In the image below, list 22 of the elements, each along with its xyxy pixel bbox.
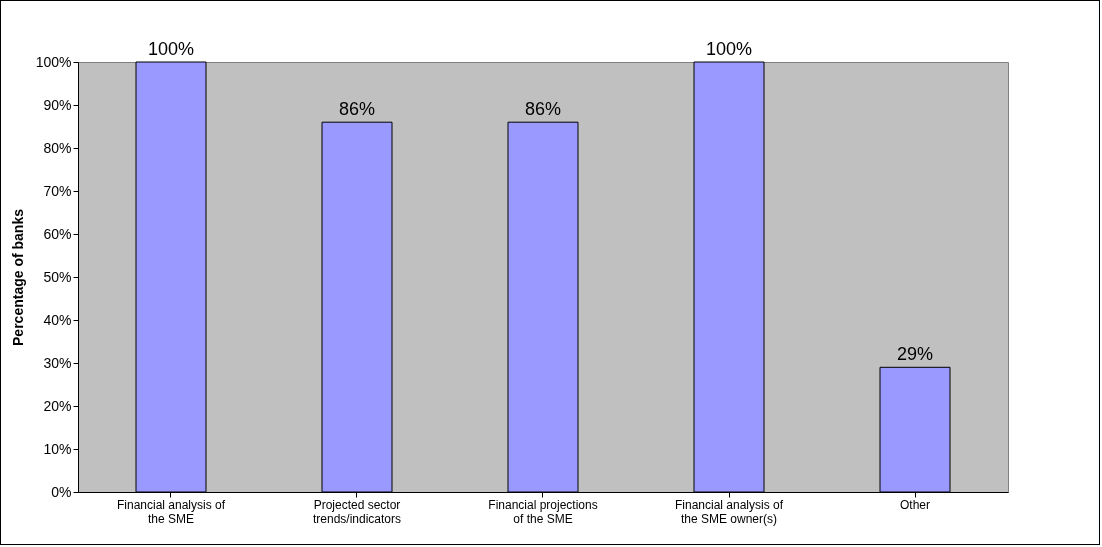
x-tick-label: Financial analysis of the SME — [116, 497, 226, 526]
y-tick-label: 10% — [43, 440, 72, 457]
y-tick-label: 30% — [43, 354, 72, 371]
y-tick-label: 60% — [43, 225, 72, 242]
x-tick-label: Financial analysis of the SME owner(s) — [674, 497, 784, 526]
data-label: 86% — [338, 99, 376, 120]
y-tick-label: 70% — [43, 182, 72, 199]
x-tick-label: Other — [899, 497, 931, 512]
data-label: 29% — [896, 344, 934, 365]
y-tick-label: 80% — [43, 139, 72, 156]
data-label: 86% — [524, 99, 562, 120]
data-label: 100% — [705, 39, 753, 59]
y-tick-label: 90% — [43, 96, 72, 113]
y-axis-title: Percentage of banks — [9, 208, 26, 346]
y-tick-label: 40% — [43, 311, 72, 328]
x-tick-label: Financial projections of the SME — [488, 497, 598, 526]
y-tick-label: 20% — [43, 397, 72, 414]
x-tick-label: Projected sector trends/indicators — [312, 497, 402, 526]
y-tick-label: 100% — [35, 53, 72, 70]
y-tick-label: 50% — [43, 268, 72, 285]
y-tick-label: 0% — [51, 483, 72, 500]
data-label: 100% — [147, 39, 195, 59]
